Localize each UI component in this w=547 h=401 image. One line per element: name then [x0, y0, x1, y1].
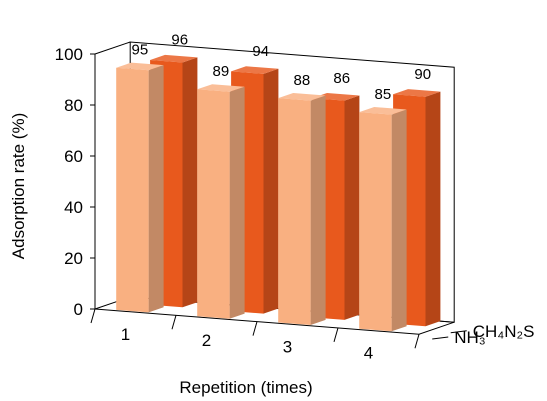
data-label: 86 — [333, 70, 350, 87]
data-label: 89 — [213, 63, 230, 80]
bar-top — [197, 84, 245, 92]
series-label: CH₄N₂S — [473, 322, 535, 341]
bar-side — [263, 68, 279, 314]
y-tick-label: 40 — [64, 198, 83, 217]
data-label: 96 — [171, 32, 188, 49]
bar-top — [359, 107, 407, 115]
bar-top — [393, 89, 441, 97]
bar-front — [359, 112, 392, 332]
x-tick-mark — [171, 315, 177, 330]
y-tick-label: 80 — [64, 96, 83, 115]
bar-side — [182, 57, 198, 308]
data-label: 94 — [252, 43, 269, 60]
x-tick-mark — [252, 321, 258, 336]
y-tick-label: 100 — [55, 45, 83, 64]
x-tick-label: 2 — [202, 331, 211, 350]
bar-top — [231, 66, 279, 74]
y-tick-label: 20 — [64, 249, 83, 268]
bar-nh3 — [359, 107, 407, 332]
data-label: 88 — [294, 72, 311, 89]
x-tick-mark — [90, 308, 96, 324]
data-label: 95 — [132, 41, 149, 58]
series-tick-mark — [450, 330, 467, 334]
series-label: NH₃ — [454, 328, 485, 347]
bar-nh3 — [197, 84, 245, 319]
bar-top — [150, 54, 198, 63]
bar-top — [116, 62, 164, 71]
bar-side — [344, 95, 360, 320]
bar-nh3 — [116, 62, 164, 313]
data-label: 90 — [414, 66, 431, 83]
series-tick-mark — [432, 336, 449, 340]
x-tick-label: 4 — [364, 344, 373, 363]
bar-top — [278, 93, 326, 101]
x-tick-label: 3 — [283, 337, 292, 356]
bar-front — [197, 89, 230, 319]
x-tick-mark — [333, 327, 339, 343]
x-tick-label: 1 — [121, 325, 130, 344]
y-tick-label: 0 — [74, 300, 83, 319]
bar-front — [116, 67, 149, 313]
x-axis-title: Repetition (times) — [179, 378, 312, 397]
bars — [116, 54, 441, 332]
axis-ticks: 0 20 40 60 80 100 1 2 3 4 — [55, 45, 420, 363]
bar-side — [391, 109, 407, 332]
y-tick-label: 60 — [64, 147, 83, 166]
bar-nh3 — [278, 93, 326, 325]
data-label: 85 — [375, 86, 392, 103]
bar-side — [229, 86, 245, 319]
bar-side — [148, 65, 164, 313]
bar-side — [310, 95, 326, 325]
bar-front — [278, 98, 311, 325]
y-axis-title: Adsorption rate (%) — [9, 113, 28, 259]
x-tick-mark — [414, 334, 420, 349]
side-wall-top — [94, 41, 131, 55]
bar-side — [425, 91, 441, 327]
data-labels: 96 94 86 90 95 89 88 85 — [132, 32, 432, 103]
